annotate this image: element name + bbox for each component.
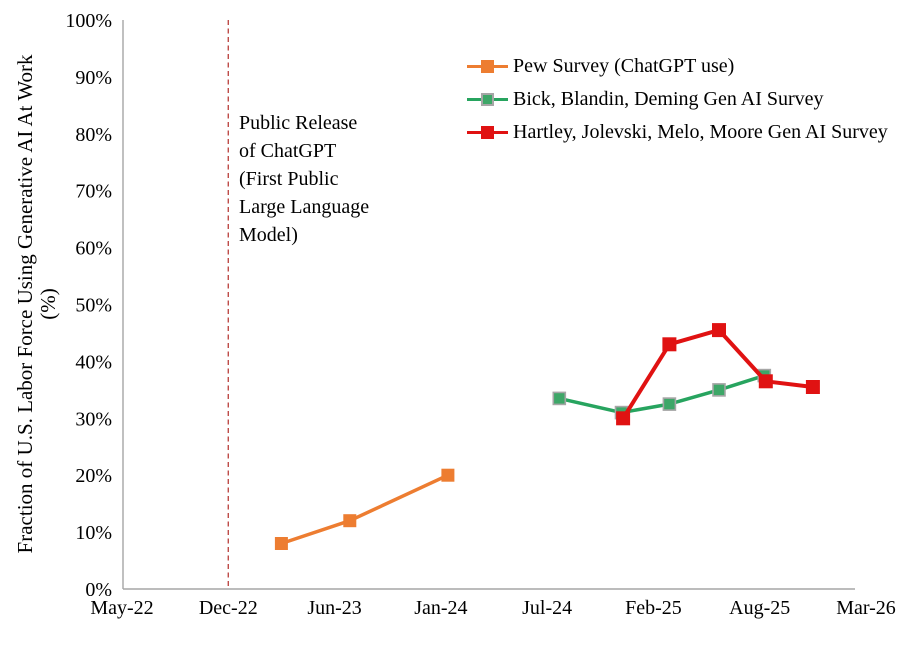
series-0 (274, 468, 455, 550)
y-tick-label-40: 40% (75, 351, 112, 373)
y-tick-label-60: 60% (75, 238, 112, 260)
bbd-marker-swatch (481, 92, 494, 106)
legend-label-pew: Pew Survey (ChatGPT use) (513, 54, 735, 77)
data-point-2-Sep-25 (758, 374, 773, 389)
data-point-2-Dec-24 (616, 411, 631, 426)
pew-marker-swatch (481, 59, 494, 73)
legend-item-pew: Pew Survey (ChatGPT use) (467, 54, 888, 78)
legend-label-bick-blandin-deming: Bick, Blandin, Deming Gen AI Survey (513, 87, 824, 110)
x-tick-label-Jan-24: Jan-24 (414, 597, 467, 619)
data-point-2-Nov-25 (805, 380, 820, 394)
chatgpt-release-annotation: Public Release of ChatGPT (First Public … (239, 112, 370, 246)
y-tick-label-30: 30% (75, 408, 112, 430)
pew-series-swatch-icon (467, 54, 508, 78)
data-point-0-Mar-23 (274, 537, 288, 550)
data-point-2-Mar-25 (662, 337, 677, 352)
bbd-series-swatch-icon (467, 87, 508, 111)
x-tick-label-Jun-23: Jun-23 (307, 597, 361, 619)
x-tick-label-May-22: May-22 (90, 597, 153, 619)
series-layer (274, 323, 820, 550)
y-tick-label-10: 10% (75, 522, 112, 544)
data-point-2-Jun-25 (712, 323, 726, 338)
hjmm-series-swatch-icon (467, 120, 508, 144)
data-point-0-Feb-24 (441, 468, 455, 482)
y-tick-label-90: 90% (75, 67, 112, 89)
y-axis-title: Fraction of U.S. Labor Force Using Gener… (13, 54, 37, 553)
x-tick-label-Aug-25: Aug-25 (729, 597, 790, 619)
data-point-1-Aug-24 (552, 391, 567, 406)
legend: Pew Survey (ChatGPT use) Bick, Blandin, … (467, 54, 888, 144)
y-axis-title-unit: (%) (36, 288, 60, 319)
data-point-1-Mar-25 (662, 397, 677, 411)
axes: 0% 10% 20% 30% 40% 50% 60% 70% 80% 90% 100% May-22 D… (65, 10, 895, 619)
series-line-0 (279, 473, 450, 546)
x-tick-label-Jul-24: Jul-24 (522, 597, 572, 619)
y-tick-label-80: 80% (75, 124, 112, 146)
legend-item-bick-blandin-deming: Bick, Blandin, Deming Gen AI Survey (467, 87, 888, 111)
series-2 (616, 323, 820, 426)
x-tick-label-Feb-25: Feb-25 (625, 597, 682, 619)
y-tick-label-50: 50% (75, 295, 112, 317)
data-point-1-Jun-25 (712, 383, 726, 397)
x-tick-label-Dec-22: Dec-22 (199, 597, 258, 619)
legend-label-hartley: Hartley, Jolevski, Melo, Moore Gen AI Su… (513, 120, 888, 143)
series-line-2 (621, 328, 815, 421)
y-tick-label-20: 20% (75, 465, 112, 487)
y-tick-label-70: 70% (75, 181, 112, 203)
series-line-1 (557, 373, 767, 415)
y-tick-label-0: 0% (85, 579, 112, 601)
hjmm-marker-swatch (481, 125, 494, 139)
legend-item-hartley: Hartley, Jolevski, Melo, Moore Gen AI Su… (467, 120, 888, 144)
data-point-0-Jul-23 (343, 514, 357, 528)
x-tick-label-Mar-26: Mar-26 (836, 597, 896, 619)
y-tick-label-100: 100% (65, 10, 112, 32)
series-1 (552, 368, 772, 420)
